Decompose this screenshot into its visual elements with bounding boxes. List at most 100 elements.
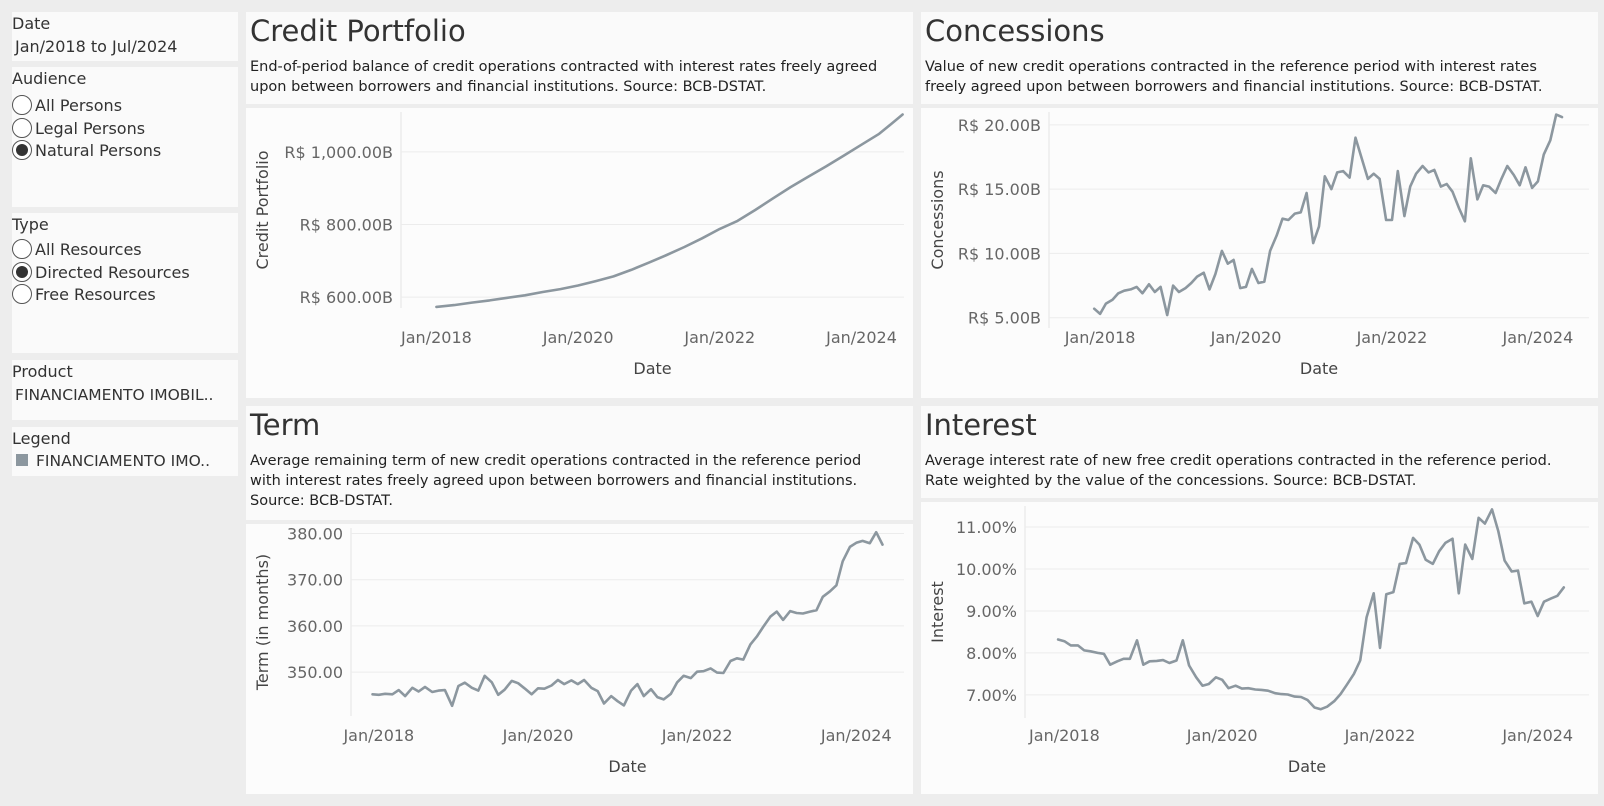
term-data-point[interactable]	[382, 691, 388, 697]
concessions-data-point[interactable]	[1237, 285, 1243, 291]
term-data-point[interactable]	[654, 694, 660, 700]
concessions-data-point[interactable]	[1292, 211, 1298, 217]
credit-data-point[interactable]	[628, 267, 634, 273]
concessions-data-point[interactable]	[1110, 297, 1116, 303]
concessions-data-point[interactable]	[1322, 173, 1328, 179]
credit-data-point[interactable]	[522, 292, 528, 298]
term-data-point[interactable]	[827, 588, 833, 594]
concessions-data-point[interactable]	[1158, 284, 1164, 290]
interest-data-point[interactable]	[1561, 584, 1567, 590]
credit-data-point[interactable]	[487, 297, 493, 303]
interest-data-point[interactable]	[1061, 638, 1067, 644]
interest-data-point[interactable]	[1088, 648, 1094, 654]
credit-data-point[interactable]	[788, 184, 794, 190]
concessions-data-point[interactable]	[1559, 114, 1565, 120]
concessions-data-point[interactable]	[1395, 168, 1401, 174]
term-data-point[interactable]	[376, 692, 382, 698]
concessions-data-point[interactable]	[1365, 176, 1371, 182]
term-data-point[interactable]	[535, 685, 541, 691]
concessions-data-point[interactable]	[1188, 280, 1194, 286]
credit-data-point[interactable]	[699, 235, 705, 241]
concessions-data-point[interactable]	[1535, 178, 1541, 184]
credit-data-point[interactable]	[823, 163, 829, 169]
term-data-point[interactable]	[800, 611, 806, 617]
term-data-point[interactable]	[774, 609, 780, 615]
credit-data-point[interactable]	[504, 295, 510, 301]
concessions-data-point[interactable]	[1255, 280, 1261, 286]
term-data-point[interactable]	[475, 688, 481, 694]
interest-data-point[interactable]	[1436, 548, 1442, 554]
term-data-point[interactable]	[668, 691, 674, 697]
term-data-point[interactable]	[416, 689, 422, 695]
interest-data-point[interactable]	[1423, 557, 1429, 563]
concessions-data-point[interactable]	[1401, 213, 1407, 219]
term-data-point[interactable]	[728, 658, 734, 664]
date-filter[interactable]: Date Jan/2018 to Jul/2024	[12, 12, 238, 61]
interest-data-point[interactable]	[1456, 590, 1462, 596]
concessions-data-point[interactable]	[1267, 248, 1273, 254]
interest-data-point[interactable]	[1193, 674, 1199, 680]
interest-data-point[interactable]	[1213, 674, 1219, 680]
concessions-data-point[interactable]	[1280, 216, 1286, 222]
concessions-data-point[interactable]	[1468, 155, 1474, 161]
term-data-point[interactable]	[482, 673, 488, 679]
term-data-point[interactable]	[608, 693, 614, 699]
interest-data-point[interactable]	[1442, 540, 1448, 546]
credit-data-point[interactable]	[752, 207, 758, 213]
interest-data-point[interactable]	[1206, 681, 1212, 687]
interest-data-point[interactable]	[1101, 651, 1107, 657]
concessions-data-point[interactable]	[1450, 189, 1456, 195]
concessions-data-point[interactable]	[1444, 181, 1450, 187]
concessions-data-point[interactable]	[1389, 217, 1395, 223]
concessions-data-point[interactable]	[1304, 190, 1310, 196]
term-data-point[interactable]	[794, 610, 800, 616]
term-data-point[interactable]	[436, 688, 442, 694]
interest-data-point[interactable]	[1075, 642, 1081, 648]
interest-data-point[interactable]	[1055, 637, 1061, 643]
term-data-point[interactable]	[495, 692, 501, 698]
interest-data-point[interactable]	[1383, 591, 1389, 597]
term-data-point[interactable]	[561, 681, 567, 687]
concessions-series-line[interactable]	[1092, 113, 1564, 317]
concessions-data-point[interactable]	[1128, 286, 1134, 292]
concessions-data-point[interactable]	[1207, 286, 1213, 292]
interest-data-point[interactable]	[1324, 704, 1330, 710]
concessions-data-point[interactable]	[1347, 175, 1353, 181]
concessions-data-point[interactable]	[1474, 196, 1480, 202]
term-data-point[interactable]	[860, 538, 866, 544]
term-series-line[interactable]	[371, 530, 884, 708]
radio-icon[interactable]	[12, 95, 32, 115]
term-data-point[interactable]	[634, 681, 640, 687]
term-data-point[interactable]	[747, 641, 753, 647]
term-data-point[interactable]	[694, 669, 700, 675]
radio-icon[interactable]	[12, 118, 32, 138]
interest-data-point[interactable]	[1265, 688, 1271, 694]
interest-data-point[interactable]	[1186, 663, 1192, 669]
term-data-point[interactable]	[509, 678, 515, 684]
interest-data-point[interactable]	[1502, 558, 1508, 564]
interest-data-point[interactable]	[1469, 556, 1475, 562]
concessions-data-point[interactable]	[1243, 284, 1249, 290]
term-data-point[interactable]	[708, 665, 714, 671]
interest-data-point[interactable]	[1304, 697, 1310, 703]
interest-data-point[interactable]	[1515, 568, 1521, 574]
interest-data-point[interactable]	[1318, 706, 1324, 712]
interest-data-point[interactable]	[1331, 698, 1337, 704]
term-data-point[interactable]	[402, 693, 408, 699]
concessions-data-point[interactable]	[1176, 289, 1182, 295]
type-option-free-resources[interactable]: Free Resources	[12, 283, 156, 305]
concessions-data-point[interactable]	[1413, 171, 1419, 177]
concessions-data-point[interactable]	[1121, 288, 1127, 294]
concessions-data-point[interactable]	[1371, 171, 1377, 177]
concessions-data-point[interactable]	[1194, 274, 1200, 280]
interest-data-point[interactable]	[1410, 535, 1416, 541]
concessions-data-point[interactable]	[1310, 240, 1316, 246]
term-data-point[interactable]	[409, 685, 415, 691]
interest-data-point[interactable]	[1292, 694, 1298, 700]
credit-data-point[interactable]	[611, 273, 617, 279]
interest-data-point[interactable]	[1239, 686, 1245, 692]
credit-data-point[interactable]	[717, 226, 723, 232]
term-data-point[interactable]	[661, 696, 667, 702]
concessions-data-point[interactable]	[1529, 185, 1535, 191]
interest-data-point[interactable]	[1174, 658, 1180, 664]
